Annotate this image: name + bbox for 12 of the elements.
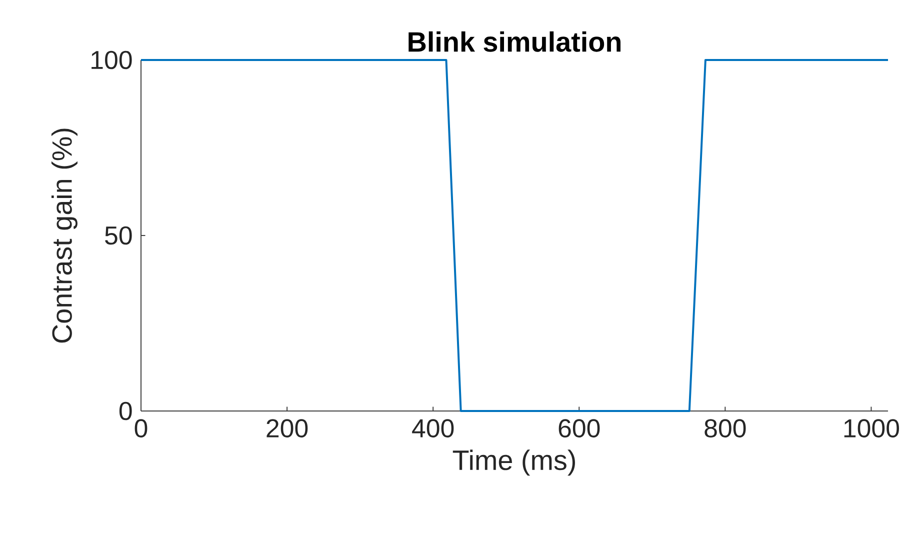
x-axis-title: Time (ms) — [452, 450, 575, 476]
y-axis-title: Contrast gain (%) — [51, 128, 78, 343]
x-tick-label: 1000 — [844, 419, 899, 438]
y-tick-label: 100 — [92, 50, 132, 70]
chart-title: Blink simulation — [408, 31, 620, 52]
x-tick-label: 200 — [266, 419, 308, 438]
y-tick-label: 50 — [105, 226, 132, 245]
y-tick-label: 0 — [119, 402, 132, 420]
x-tick-label: 0 — [134, 419, 148, 438]
x-tick-label: 400 — [412, 419, 454, 438]
x-tick-label: 800 — [704, 419, 746, 438]
x-tick-label: 600 — [558, 419, 600, 438]
